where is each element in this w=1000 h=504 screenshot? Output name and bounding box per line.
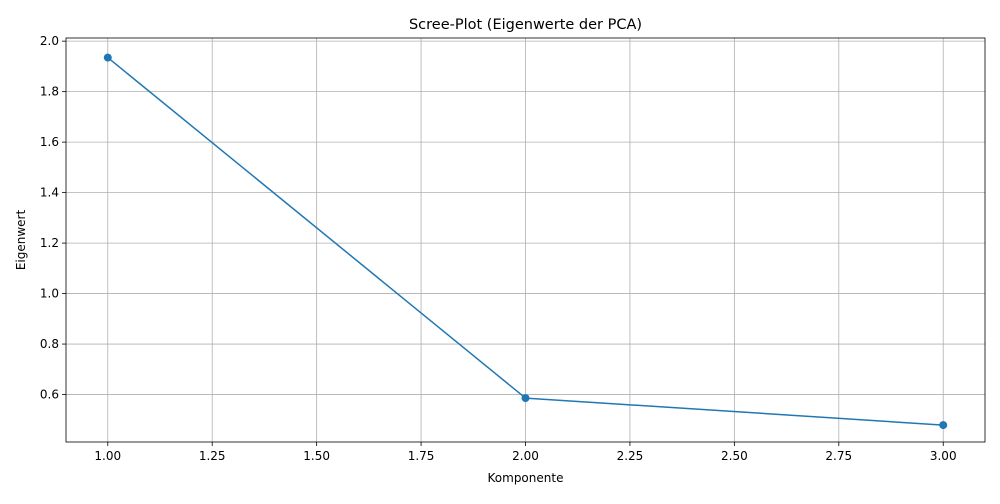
y-tick-label: 1.8 [40, 85, 59, 99]
grid [66, 38, 985, 442]
x-tick-label: 2.25 [617, 449, 644, 463]
data-point [103, 53, 112, 62]
y-tick-label: 0.8 [40, 337, 59, 351]
y-tick-label: 2.0 [40, 34, 59, 48]
plot-frame [65, 37, 986, 443]
x-tick-label: 3.00 [930, 449, 957, 463]
y-axis-label: Eigenwert [14, 210, 28, 271]
data-point [939, 421, 948, 430]
y-tick-label: 1.6 [40, 135, 59, 149]
axis-ticks: 1.00 1.25 1.50 1.75 2.00 2.25 2.50 2.75 3.00 0.6 0… [40, 34, 957, 463]
x-tick-label: 2.75 [825, 449, 852, 463]
x-tick-label: 1.50 [303, 449, 330, 463]
x-tick-label: 2.00 [512, 449, 539, 463]
x-tick-label: 1.25 [199, 449, 226, 463]
y-tick-label: 0.6 [40, 388, 59, 402]
chart-title: Scree-Plot (Eigenwerte der PCA) [409, 17, 642, 33]
data-point [521, 394, 530, 403]
x-axis-label: Komponente [488, 471, 564, 485]
y-tick-label: 1.2 [40, 236, 59, 250]
series-layer [103, 53, 948, 430]
y-tick-label: 1.0 [40, 287, 59, 301]
x-tick-label: 1.75 [408, 449, 435, 463]
x-tick-label: 2.50 [721, 449, 748, 463]
y-tick-label: 1.4 [40, 186, 59, 200]
x-tick-label: 1.00 [94, 449, 121, 463]
